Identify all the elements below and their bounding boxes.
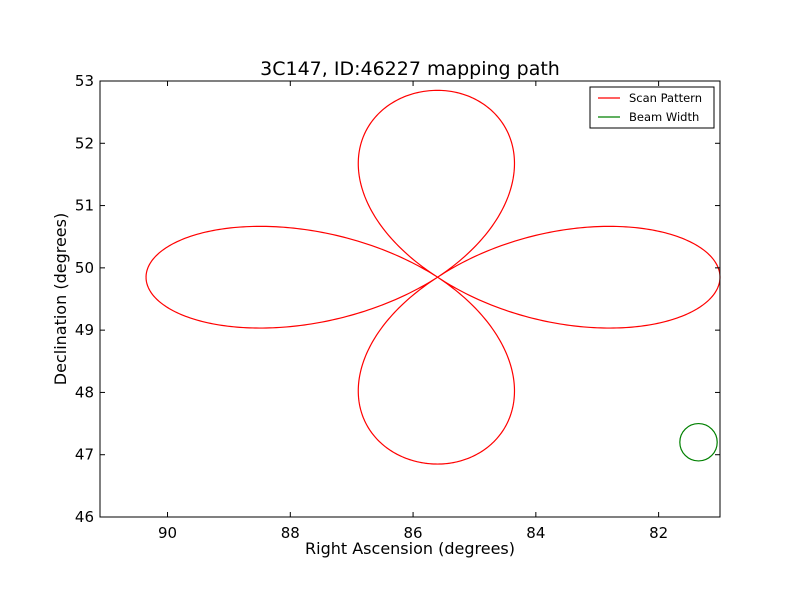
y-tick-label: 52 [75, 134, 94, 152]
y-tick-label: 50 [75, 259, 94, 277]
plot-frame [99, 80, 721, 518]
x-tick-label: 84 [526, 524, 545, 542]
x-axis-label: Right Ascension (degrees) [305, 539, 515, 558]
legend-label-scan-pattern: Scan Pattern [629, 91, 702, 105]
x-tick-label: 90 [158, 524, 177, 542]
beam-width-circle [679, 422, 718, 462]
legend: Scan Pattern Beam Width [589, 86, 715, 129]
y-tick-label: 51 [75, 197, 94, 215]
x-axis-ticks: 90 88 86 84 82 [158, 81, 668, 542]
y-axis-label: Declination (degrees) [51, 213, 70, 385]
y-tick-label: 48 [75, 383, 94, 401]
y-tick-label: 49 [75, 321, 94, 339]
legend-label-beam-width: Beam Width [629, 110, 699, 124]
x-tick-label: 88 [281, 524, 300, 542]
y-tick-label: 53 [75, 72, 94, 90]
plot-background [100, 81, 720, 517]
y-axis-ticks: 46 47 48 49 50 51 52 53 [75, 72, 720, 526]
legend-box [589, 86, 715, 129]
y-tick-label: 46 [75, 508, 94, 526]
y-tick-label: 47 [75, 446, 94, 464]
plot-area [100, 81, 721, 517]
chart-title: 3C147, ID:46227 mapping path [260, 58, 560, 80]
x-tick-label: 82 [649, 524, 668, 542]
x-tick-label: 86 [404, 524, 423, 542]
